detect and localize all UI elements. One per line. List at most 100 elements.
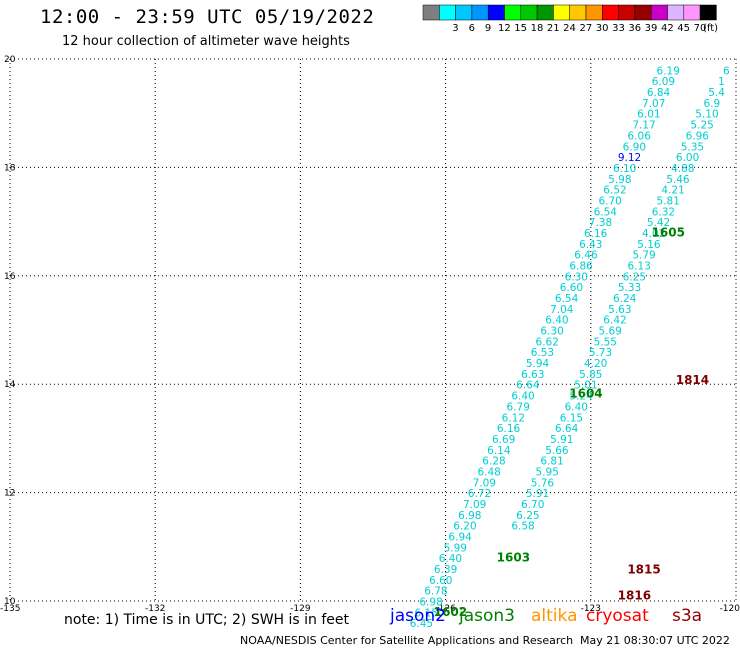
- wave-height-label: 6.79: [507, 401, 530, 413]
- wave-height-label: 6.16: [584, 228, 608, 240]
- wave-height-label: 6.01: [637, 109, 660, 121]
- wave-height-label: 6.20: [453, 521, 476, 533]
- wave-height-label: 4.20: [584, 358, 607, 370]
- wave-height-label: 6: [723, 65, 730, 77]
- y-tick-label: 16: [4, 272, 16, 282]
- wave-height-label: 6.13: [628, 261, 651, 273]
- wave-height-label: 5.73: [589, 347, 612, 359]
- color-bin-label: 36: [628, 23, 641, 34]
- wave-height-label: 5.85: [579, 369, 602, 381]
- wave-height-label: 6.00: [676, 152, 699, 164]
- y-tick-label: 20: [4, 55, 16, 65]
- wave-height-label: 7.09: [463, 499, 486, 511]
- wave-height-label: 6.45: [410, 618, 433, 630]
- wave-height-label: 6.64: [555, 423, 579, 435]
- wave-height-label: 6.63: [521, 369, 544, 381]
- wave-height-label: 6.98: [458, 510, 481, 522]
- color-scale-legend: 3 6 9 12 15 18 21 24 27 30 33 36 39 42 45 70(ft): [422, 4, 718, 34]
- wave-height-label: 7.17: [632, 120, 655, 132]
- wave-height-label: 5.81: [657, 195, 680, 207]
- wave-height-label: 1: [718, 76, 725, 88]
- wave-height-label: 6.48: [477, 466, 500, 478]
- wave-height-label: 6.24: [613, 293, 637, 305]
- wave-height-label: 7.04: [550, 304, 574, 316]
- color-bin-label: 15: [514, 23, 527, 34]
- y-tick-label: 18: [4, 163, 16, 173]
- wave-height-label: 6.15: [415, 607, 438, 619]
- color-bin: [439, 4, 456, 21]
- wave-height-label: 6.78: [424, 586, 447, 598]
- x-tick-label: -129: [290, 604, 311, 614]
- wave-height-label: 6.46: [574, 250, 598, 262]
- color-bin: [455, 4, 473, 21]
- color-bin-label: 24: [563, 23, 576, 34]
- color-bin: [618, 4, 636, 21]
- satellite-legend-jason2: jason2: [390, 606, 446, 626]
- color-bin: [699, 4, 717, 21]
- wave-height-label: 6.25: [623, 271, 646, 283]
- pass-time-label: 1602: [434, 605, 467, 619]
- wave-height-label: 4.21: [661, 185, 684, 197]
- map-title: 12:00 - 23:59 UTC 05/19/2022: [40, 6, 375, 28]
- wave-height-label: 5.16: [637, 239, 661, 251]
- wave-height-label: 6.25: [516, 510, 539, 522]
- color-bin-label: 21: [547, 23, 560, 34]
- wave-height-label: 7.07: [642, 98, 665, 110]
- wave-height-label: 6.60: [429, 575, 452, 587]
- wave-height-label: 6.43: [579, 239, 602, 251]
- x-tick-label: -135: [0, 604, 20, 614]
- x-tick-label: -126: [435, 604, 456, 614]
- color-bin-label: 12: [498, 23, 511, 34]
- wave-height-label: 5.95: [536, 466, 559, 478]
- wave-height-label: 5.91: [550, 434, 573, 446]
- wave-height-label: 7.38: [589, 217, 612, 229]
- wave-height-label: 5.24: [569, 391, 593, 403]
- wave-height-label: 5.94: [526, 358, 550, 370]
- color-bin: [683, 4, 701, 21]
- wave-height-label: 5.98: [608, 174, 631, 186]
- color-bin-label: 6: [469, 23, 475, 34]
- color-bin: [634, 4, 652, 21]
- wave-height-label: 6.72: [468, 488, 491, 500]
- x-tick-label: -120: [720, 604, 740, 614]
- color-bin-label: 42: [661, 23, 674, 34]
- wave-height-label: 6.32: [652, 206, 675, 218]
- color-bin-label: 3: [452, 23, 458, 34]
- color-bin: [650, 4, 668, 21]
- pass-time-stamps: 1605 1604 1603 1602 1814 1815 1816: [434, 225, 709, 618]
- wave-height-label: 6.40: [545, 315, 568, 327]
- wave-height-label: 5.01: [574, 380, 597, 392]
- color-bin: [667, 4, 685, 21]
- wave-height-label: 6.40: [565, 401, 588, 413]
- wave-height-label: 6.06: [628, 130, 652, 142]
- color-bin-label: 70: [694, 23, 707, 34]
- wave-height-label: 6.40: [439, 553, 462, 565]
- wave-height-label: 4.88: [671, 163, 694, 175]
- wave-height-label: 6.90: [623, 141, 646, 153]
- color-bin-label: 9: [485, 23, 491, 34]
- wave-height-label: 6.96: [686, 130, 710, 142]
- wave-height-label: 9.12: [618, 152, 641, 164]
- latitude-tick-labels: 10 12 14 16 18 20: [4, 55, 16, 607]
- credit-line: NOAA/NESDIS Center for Satellite Applica…: [240, 634, 574, 647]
- wave-height-label: 6.30: [540, 326, 563, 338]
- wave-height-label: 6.15: [560, 412, 583, 424]
- color-bin: [471, 4, 489, 21]
- wave-height-label: 6.10: [613, 163, 636, 175]
- x-tick-label: -123: [581, 604, 601, 614]
- x-tick-label: -132: [145, 604, 165, 614]
- wave-height-label: 6.70: [598, 195, 621, 207]
- wave-height-label: 6.58: [511, 521, 534, 533]
- color-bin-label: 33: [612, 23, 625, 34]
- y-tick-label: 14: [4, 380, 16, 390]
- satellite-legend-altika: altika: [531, 606, 578, 626]
- pass-time-label: 1604: [569, 386, 602, 400]
- wave-height-label: 4.02: [642, 228, 665, 240]
- wave-height-label: 5.66: [545, 445, 569, 457]
- wave-height-label: 5.10: [695, 109, 718, 121]
- wave-height-label: 6.69: [492, 434, 515, 446]
- wave-height-label: 5.4: [708, 87, 725, 99]
- y-tick-label: 10: [4, 597, 16, 607]
- color-bin-label: 18: [531, 23, 544, 34]
- wave-height-label: 6.14: [487, 445, 511, 457]
